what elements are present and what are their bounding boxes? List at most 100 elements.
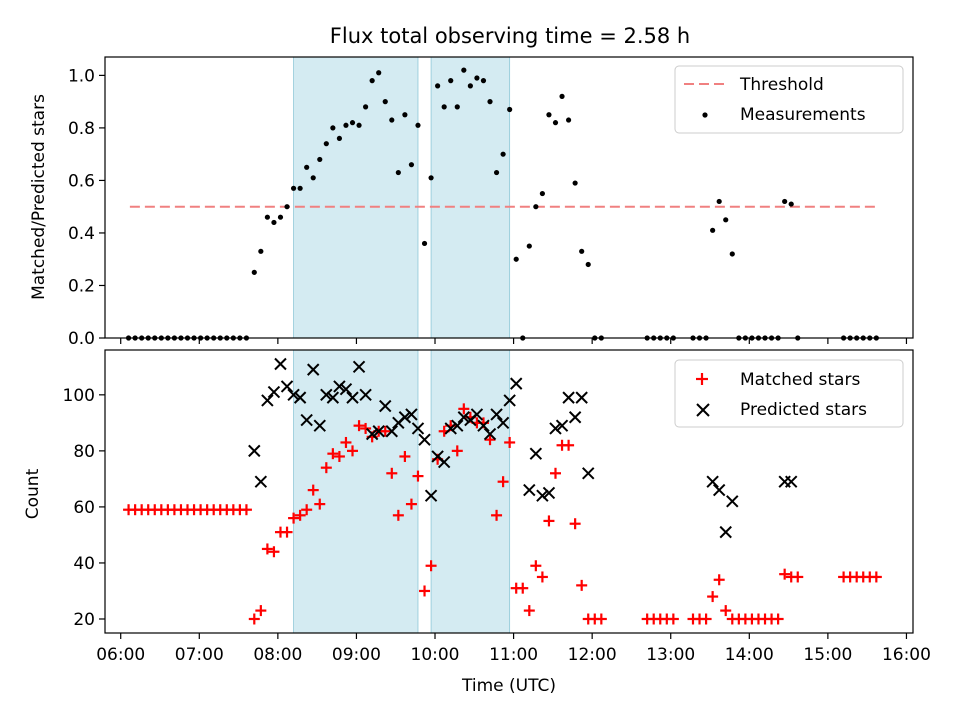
predicted-star-point [451, 419, 464, 432]
predicted-star-point [418, 433, 431, 446]
measurement-point [572, 180, 578, 186]
measurement-point [448, 78, 454, 84]
predicted-star-point [549, 422, 562, 435]
predicted-star-point [582, 467, 595, 480]
predicted-star-point [490, 408, 503, 421]
matched-star-point [792, 571, 804, 583]
y-tick-label: 20 [73, 610, 95, 630]
count-legend: Matched stars Predicted stars [674, 359, 904, 428]
measurement-point [297, 185, 303, 191]
predicted-star-point [307, 363, 320, 376]
matched-star-point [523, 605, 535, 617]
matched-star-point [268, 546, 280, 558]
y-tick-label: 60 [73, 498, 95, 518]
matched-star-point [320, 462, 332, 474]
measurement-point [500, 151, 506, 157]
measurement-point [382, 99, 388, 105]
predicted-star-point [509, 377, 523, 390]
x-tick-label: 08:00 [253, 645, 302, 665]
matched-star-point [549, 467, 561, 479]
predicted-star-point [405, 408, 418, 421]
matched-star-point [392, 509, 404, 521]
matched-star-point [536, 571, 548, 583]
matched-star-point [412, 470, 424, 482]
measurement-point [435, 83, 441, 89]
measurement-point [487, 99, 493, 105]
matched-star-point [333, 450, 345, 462]
predicted-star-point [313, 419, 326, 432]
measurement-point [369, 78, 375, 84]
predicted-star-point [726, 495, 739, 508]
predicted-star-point [280, 380, 294, 393]
predicted-star-point [352, 360, 366, 374]
measurement-point [310, 175, 316, 181]
predicted-star-point [437, 455, 451, 469]
y-tick-label: 0.2 [68, 276, 95, 296]
measurement-point [343, 122, 349, 128]
matched-star-point [667, 613, 679, 625]
x-tick-label: 15:00 [803, 645, 852, 665]
measurement-point [782, 198, 788, 205]
predicted-star-point [254, 475, 268, 488]
predicted-star-point [542, 486, 556, 500]
chart-title: Flux total observing time = 2.58 h [330, 24, 690, 48]
matched-star-point [563, 439, 575, 451]
x-tick-label: 16:00 [882, 645, 931, 665]
legend-matched-label: Matched stars [740, 370, 860, 390]
predicted-star-point [477, 419, 490, 432]
y-tick-label: 0.8 [68, 119, 95, 139]
predicted-star-point [287, 388, 300, 402]
measurement-point [579, 248, 585, 254]
legend-threshold-label: Threshold [739, 75, 824, 95]
predicted-star-point [411, 422, 425, 435]
measurement-point [467, 83, 473, 89]
predicted-star-point [568, 411, 582, 424]
measurement-point [788, 201, 794, 207]
y-tick-label: 1.0 [68, 66, 95, 86]
count-panel-frame [104, 349, 914, 634]
matched-star-point [360, 422, 372, 434]
measurement-point [284, 204, 290, 210]
matched-star-point [458, 403, 470, 415]
matched-star-point [772, 613, 784, 625]
observing-windows-top [293, 56, 511, 339]
measurement-point [461, 67, 467, 73]
measurement-point [585, 261, 591, 268]
measurement-point [251, 269, 257, 275]
count-legend-box [674, 359, 904, 428]
x-tick-label: 10:00 [411, 645, 460, 665]
predicted-star-point [719, 525, 732, 539]
matched-star-point [576, 579, 588, 591]
measurement-point [277, 214, 284, 220]
ratio-y-label: Matched/Predicted stars [29, 94, 49, 300]
matched-star-point [261, 543, 273, 555]
predicted-star-point [470, 408, 484, 421]
predicted-star-point [483, 427, 497, 441]
measurement-point [565, 117, 572, 123]
predicted-star-point [712, 483, 726, 497]
matched-star-point [405, 498, 417, 510]
matched-star-point [491, 509, 503, 521]
x-tick-label: 13:00 [646, 645, 695, 665]
predicted-star-point [424, 489, 438, 502]
matched-star-point [497, 476, 509, 488]
predicted-star-point [503, 394, 516, 407]
measurement-point [513, 256, 519, 262]
measurement-point [493, 169, 500, 176]
measurement-point [389, 117, 395, 123]
matched-star-point [720, 605, 732, 617]
predicted-star-point [365, 427, 379, 441]
predicted-star-point [320, 388, 333, 402]
predicted-star-point [261, 394, 274, 407]
predicted-star-point [248, 444, 261, 458]
legend-predicted-label: Predicted stars [740, 400, 867, 420]
measurement-point [421, 240, 428, 247]
y-tick-label: 40 [73, 554, 95, 574]
matched-star-point [399, 450, 411, 462]
measurement-point [363, 104, 369, 110]
measurement-point [323, 141, 329, 147]
x-tick-label: 06:00 [96, 645, 145, 665]
predicted-star-point [398, 411, 412, 424]
predicted-star-point [536, 489, 549, 502]
predicted-star-point [562, 391, 575, 404]
